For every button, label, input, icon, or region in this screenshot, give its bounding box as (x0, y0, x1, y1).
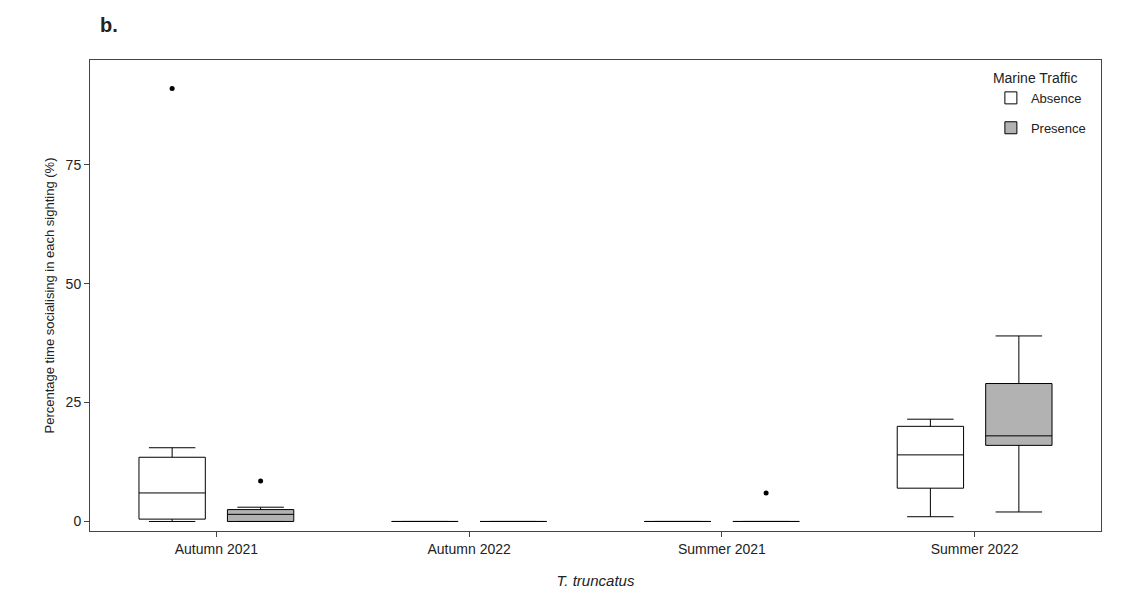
svg-text:Autumn 2021: Autumn 2021 (175, 541, 258, 557)
svg-text:Summer 2022: Summer 2022 (931, 541, 1019, 557)
svg-text:50: 50 (66, 276, 82, 292)
svg-text:b.: b. (100, 14, 118, 36)
svg-text:Percentage time socialising in: Percentage time socialising in each sigh… (42, 157, 57, 433)
svg-text:Autumn 2022: Autumn 2022 (427, 541, 510, 557)
svg-text:25: 25 (66, 394, 82, 410)
svg-text:Presence: Presence (1031, 121, 1086, 136)
svg-text:75: 75 (66, 157, 82, 173)
svg-text:0: 0 (73, 513, 81, 529)
svg-text:Absence: Absence (1031, 91, 1082, 106)
svg-text:T. truncatus: T. truncatus (557, 572, 635, 589)
svg-text:Summer 2021: Summer 2021 (678, 541, 766, 557)
svg-text:Marine Traffic: Marine Traffic (993, 70, 1078, 86)
